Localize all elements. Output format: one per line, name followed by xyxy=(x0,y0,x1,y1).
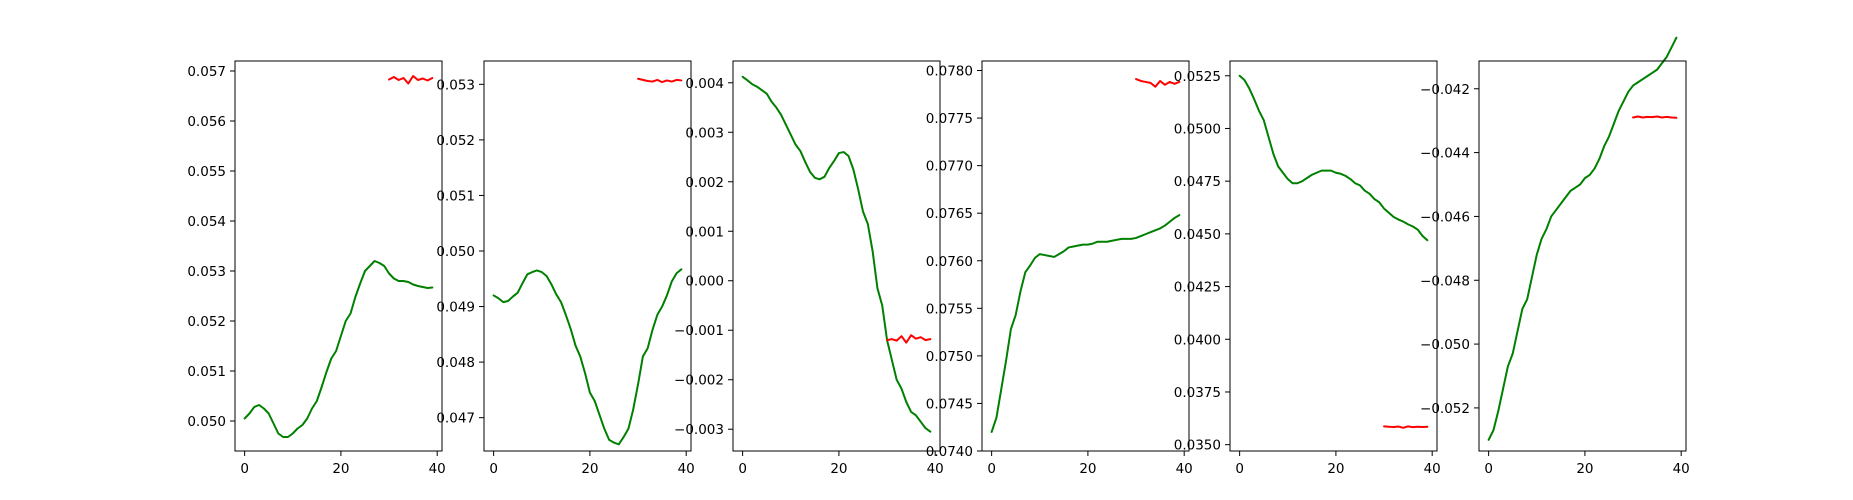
subplot-3: 0 20 40 −0.003 −0.002 −0.001 0.000 0.001 0.002 0.… xyxy=(674,60,944,477)
y-tick-label: 0.052 xyxy=(436,133,475,149)
y-tick-label: −0.050 xyxy=(1420,337,1470,353)
series-line-1 xyxy=(243,260,434,438)
y-tick-label: 0.0475 xyxy=(1174,174,1221,190)
y-tick-label: 0.053 xyxy=(187,264,226,280)
x-tick-label: 20 xyxy=(1079,461,1096,477)
y-tick-label: 0.049 xyxy=(436,300,475,316)
y-tick-label: 0.047 xyxy=(436,411,475,427)
series-line-1 xyxy=(1487,36,1678,441)
y-tick-label: −0.042 xyxy=(1420,82,1470,98)
axes-frame xyxy=(732,60,941,452)
series-line-2 xyxy=(388,75,434,85)
subplot-4: 0 20 400.07400.07450.07500.07550.07600.076… xyxy=(926,60,1193,477)
axes-frame xyxy=(1229,60,1438,452)
x-tick-label: 20 xyxy=(830,461,847,477)
subplot-5: 0 20 40 0.0350 0.0375 0.0400 0.0425 0.0450 0.047… xyxy=(1174,60,1441,477)
x-tick-label: 20 xyxy=(1327,461,1344,477)
series-line-1 xyxy=(492,268,683,446)
y-tick-label: 0.050 xyxy=(436,244,475,260)
y-tick-label: 0.004 xyxy=(685,76,724,92)
series-line-2 xyxy=(1383,425,1429,429)
y-tick-label: 0.0775 xyxy=(926,111,973,127)
x-tick-label: 40 xyxy=(429,461,446,477)
series-line-1 xyxy=(741,75,932,433)
y-tick-label: −0.001 xyxy=(674,323,724,339)
y-tick-label: 0.052 xyxy=(187,314,226,330)
axes-frame xyxy=(981,60,1190,452)
y-tick-label: −0.044 xyxy=(1420,146,1470,162)
x-tick-label: 40 xyxy=(927,461,944,477)
y-tick-label: 0.003 xyxy=(685,125,724,141)
x-tick-label: 20 xyxy=(1576,461,1593,477)
y-tick-label: 0.0350 xyxy=(1174,438,1221,454)
x-tick-label: 0 xyxy=(987,461,996,477)
x-tick-label: 40 xyxy=(1176,461,1193,477)
y-tick-label: 0.0760 xyxy=(926,254,973,270)
x-tick-label: 20 xyxy=(332,461,349,477)
y-tick-label: 0.002 xyxy=(685,175,724,191)
y-tick-label: 0.055 xyxy=(187,164,226,180)
subplot-2: 0 20 40 0.047 0.048 0.049 0.050 0.051 0.052 0.053 xyxy=(436,60,695,477)
y-tick-label: 0.057 xyxy=(187,64,226,80)
y-tick-label: 0.0755 xyxy=(926,301,973,317)
series-line-2 xyxy=(886,334,932,344)
y-tick-label: −0.048 xyxy=(1420,273,1470,289)
y-tick-label: 0.0450 xyxy=(1174,227,1221,243)
y-tick-label: 0.0400 xyxy=(1174,332,1221,348)
x-tick-label: 0 xyxy=(489,461,498,477)
y-tick-label: 0.0765 xyxy=(926,206,973,222)
y-tick-label: 0.054 xyxy=(187,214,226,230)
series-line-1 xyxy=(990,214,1181,433)
series-line-2 xyxy=(1632,115,1678,119)
y-tick-label: 0.0375 xyxy=(1174,385,1221,401)
x-tick-label: 40 xyxy=(1673,461,1690,477)
y-tick-label: 0.0740 xyxy=(926,444,973,460)
x-tick-label: 0 xyxy=(1484,461,1493,477)
y-tick-label: 0.0500 xyxy=(1174,121,1221,137)
y-tick-label: −0.003 xyxy=(674,422,724,438)
subplot-6: 0 20 40 −0.052 −0.050 −0.048 −0.046 −0.044 −0.04… xyxy=(1420,36,1690,477)
y-tick-label: 0.051 xyxy=(436,188,475,204)
y-tick-label: −0.052 xyxy=(1420,401,1470,417)
y-tick-label: 0.0770 xyxy=(926,159,973,175)
y-tick-label: 0.0750 xyxy=(926,349,973,365)
x-tick-label: 0 xyxy=(738,461,747,477)
y-tick-label: 0.0525 xyxy=(1174,69,1221,85)
y-tick-label: 0.050 xyxy=(187,414,226,430)
axes-frame xyxy=(234,60,443,452)
y-tick-label: 0.0780 xyxy=(926,64,973,80)
series-line-1 xyxy=(1238,74,1429,242)
series-line-2 xyxy=(1135,78,1181,88)
y-tick-label: 0.0745 xyxy=(926,396,973,412)
y-tick-label: 0.048 xyxy=(436,355,475,371)
subplot-1: 0 20 40 0.050 0.051 0.052 0.053 0.054 0.055 0.056… xyxy=(187,60,446,477)
y-tick-label: 0.000 xyxy=(685,274,724,290)
y-tick-label: 0.053 xyxy=(436,77,475,93)
x-tick-label: 0 xyxy=(1235,461,1244,477)
series-line-2 xyxy=(637,77,683,84)
y-tick-label: −0.046 xyxy=(1420,209,1470,225)
y-tick-label: 0.056 xyxy=(187,114,226,130)
x-tick-label: 20 xyxy=(581,461,598,477)
x-tick-label: 0 xyxy=(240,461,249,477)
axes-frame xyxy=(483,60,692,452)
y-tick-label: −0.002 xyxy=(674,373,724,389)
axes-frame xyxy=(1478,60,1687,452)
x-tick-label: 40 xyxy=(1424,461,1441,477)
y-tick-label: 0.051 xyxy=(187,364,226,380)
y-tick-label: 0.001 xyxy=(685,224,724,240)
y-tick-label: 0.0425 xyxy=(1174,280,1221,296)
x-tick-label: 40 xyxy=(678,461,695,477)
